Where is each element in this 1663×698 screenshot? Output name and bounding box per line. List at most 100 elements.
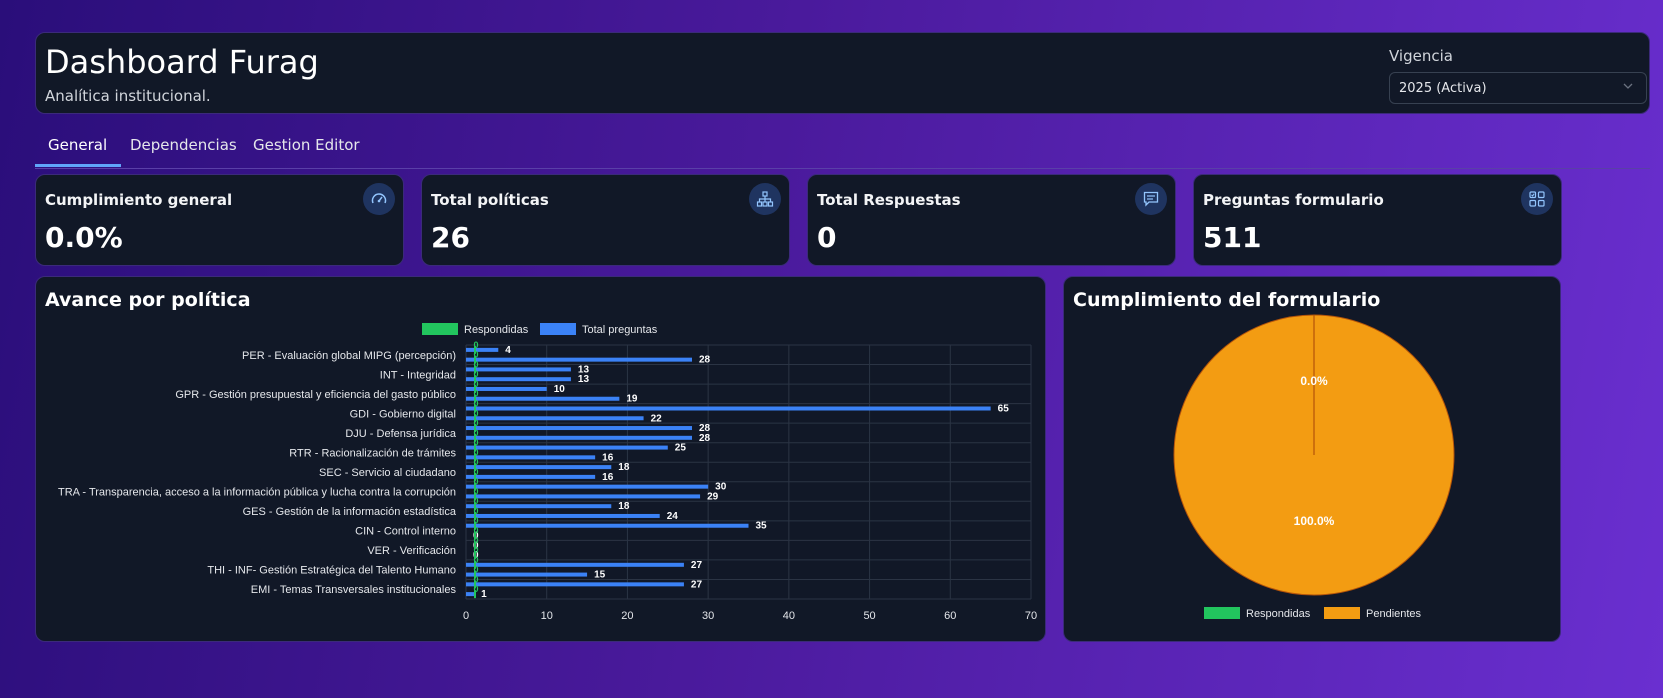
bar-total xyxy=(466,386,547,391)
bar-respondidas-label: 0 xyxy=(473,457,478,467)
bar-value-label: 15 xyxy=(594,570,606,581)
bar-total xyxy=(466,513,660,518)
bar-total xyxy=(466,592,475,597)
bar-respondidas xyxy=(474,492,476,501)
bar-total xyxy=(466,572,588,577)
bar-respondidas-label: 0 xyxy=(473,350,478,360)
y-tick-label: RTR - Racionalización de trámites xyxy=(289,447,456,459)
bar-total xyxy=(466,582,684,587)
bar-chart: Respondidas Total preguntas 0 10 20 30 40 50 60 7… xyxy=(58,323,1037,622)
bar-value-label: 18 xyxy=(618,501,630,512)
y-tick-label: INT - Integridad xyxy=(380,369,456,381)
active-tab-indicator xyxy=(35,164,121,167)
bar-value-label: 24 xyxy=(667,511,679,522)
x-tick-label: 70 xyxy=(1025,610,1037,622)
bar-total xyxy=(466,367,571,372)
kpi-preguntas-formulario: Preguntas formulario 511 xyxy=(1193,174,1562,266)
bar-value-label: 28 xyxy=(699,433,711,444)
bar-respondidas-label: 0 xyxy=(473,535,478,545)
bar-respondidas-label: 0 xyxy=(473,477,478,487)
grid-check-icon xyxy=(1521,183,1553,215)
bar-respondidas xyxy=(474,433,476,442)
legend-label: Respondidas xyxy=(1246,608,1311,620)
bar-value-label: 27 xyxy=(691,560,703,571)
x-tick-label: 0 xyxy=(463,610,469,622)
bar-chart-title: Avance por política xyxy=(45,289,251,311)
y-tick-label: VER - Verificación xyxy=(367,545,456,557)
bar-value-label: 16 xyxy=(602,472,614,483)
bar-respondidas-label: 0 xyxy=(473,418,478,428)
bar-total xyxy=(466,562,684,567)
bar-respondidas xyxy=(474,443,476,452)
y-tick-label: GPR - Gestión presupuestal y eficiencia … xyxy=(175,389,456,401)
x-tick-label: 60 xyxy=(944,610,956,622)
bar-total xyxy=(466,504,612,509)
bar-value-label: 27 xyxy=(691,579,703,590)
bar-respondidas-label: 0 xyxy=(473,526,478,536)
bar-respondidas xyxy=(474,482,476,491)
bar-value-label: 10 xyxy=(554,384,566,395)
pie-chart-title: Cumplimiento del formulario xyxy=(1073,289,1381,311)
bar-total xyxy=(466,396,620,401)
kpi-value: 0 xyxy=(817,221,837,254)
bar-respondidas xyxy=(474,531,476,540)
bar-respondidas-label: 0 xyxy=(473,359,478,369)
bar-total xyxy=(466,523,749,528)
bar-respondidas-label: 0 xyxy=(473,545,478,555)
x-tick-label: 20 xyxy=(621,610,633,622)
kpi-total-politicas: Total políticas 26 xyxy=(421,174,790,266)
tab-dependencias[interactable]: Dependencias xyxy=(130,136,237,154)
pie-label-pendientes: 100.0% xyxy=(1294,514,1335,528)
bar-value-label: 65 xyxy=(998,404,1010,415)
bar-respondidas xyxy=(474,424,476,433)
bar-respondidas xyxy=(474,394,476,403)
kpi-title: Cumplimiento general xyxy=(45,191,233,209)
vigencia-select[interactable]: 2025 (Activa) xyxy=(1389,72,1647,104)
legend-label: Respondidas xyxy=(464,324,529,336)
bar-respondidas xyxy=(474,541,476,550)
x-tick-label: 40 xyxy=(783,610,795,622)
bar-respondidas xyxy=(474,590,476,599)
kpi-title: Total políticas xyxy=(431,191,549,209)
y-tick-label: GDI - Gobierno digital xyxy=(350,408,456,420)
x-tick-label: 30 xyxy=(702,610,714,622)
y-tick-label: GES - Gestión de la información estadíst… xyxy=(243,506,457,518)
bar-respondidas xyxy=(474,551,476,560)
y-tick-label: THI - INF- Gestión Estratégica del Talen… xyxy=(207,565,456,577)
legend-swatch-pendientes xyxy=(1324,607,1360,619)
bar-respondidas-label: 0 xyxy=(473,574,478,584)
bar-total xyxy=(466,377,571,382)
bar-respondidas-label: 0 xyxy=(473,389,478,399)
kpi-cumplimiento-general: Cumplimiento general 0.0% xyxy=(35,174,404,266)
y-tick-label: DJU - Defensa jurídica xyxy=(345,428,457,440)
bar-respondidas xyxy=(474,375,476,384)
tab-gestion-editor[interactable]: Gestion Editor xyxy=(253,136,360,154)
x-tick-label: 50 xyxy=(863,610,875,622)
bar-total xyxy=(466,406,991,411)
bar-value-label: 35 xyxy=(756,521,768,532)
bar-total xyxy=(466,465,612,470)
tab-general[interactable]: General xyxy=(48,136,108,154)
bar-respondidas xyxy=(474,521,476,530)
kpi-value: 511 xyxy=(1203,221,1262,254)
bar-respondidas xyxy=(474,384,476,393)
bar-respondidas xyxy=(474,414,476,423)
legend-label: Total preguntas xyxy=(582,324,658,336)
y-tick-label: TRA - Transparencia, acceso a la informa… xyxy=(58,487,456,499)
y-tick-label: CIN - Control interno xyxy=(355,526,456,538)
bar-respondidas-label: 0 xyxy=(473,447,478,457)
header-card: Dashboard Furag Analítica institucional.… xyxy=(35,32,1650,114)
pie-chart: 0.0% 100.0% Respondidas Pendientes xyxy=(1173,314,1455,620)
bar-total xyxy=(466,494,701,499)
legend-swatch-respondidas xyxy=(422,323,458,335)
bar-respondidas-label: 0 xyxy=(473,584,478,594)
legend-swatch-total xyxy=(540,323,576,335)
bar-respondidas xyxy=(474,345,476,354)
bar-total xyxy=(466,357,692,362)
bar-value-label: 13 xyxy=(578,364,590,375)
bar-respondidas xyxy=(474,472,476,481)
bar-value-label: 19 xyxy=(626,394,638,405)
bar-respondidas-label: 0 xyxy=(473,340,478,350)
bar-respondidas-label: 0 xyxy=(473,428,478,438)
x-tick-label: 10 xyxy=(541,610,553,622)
